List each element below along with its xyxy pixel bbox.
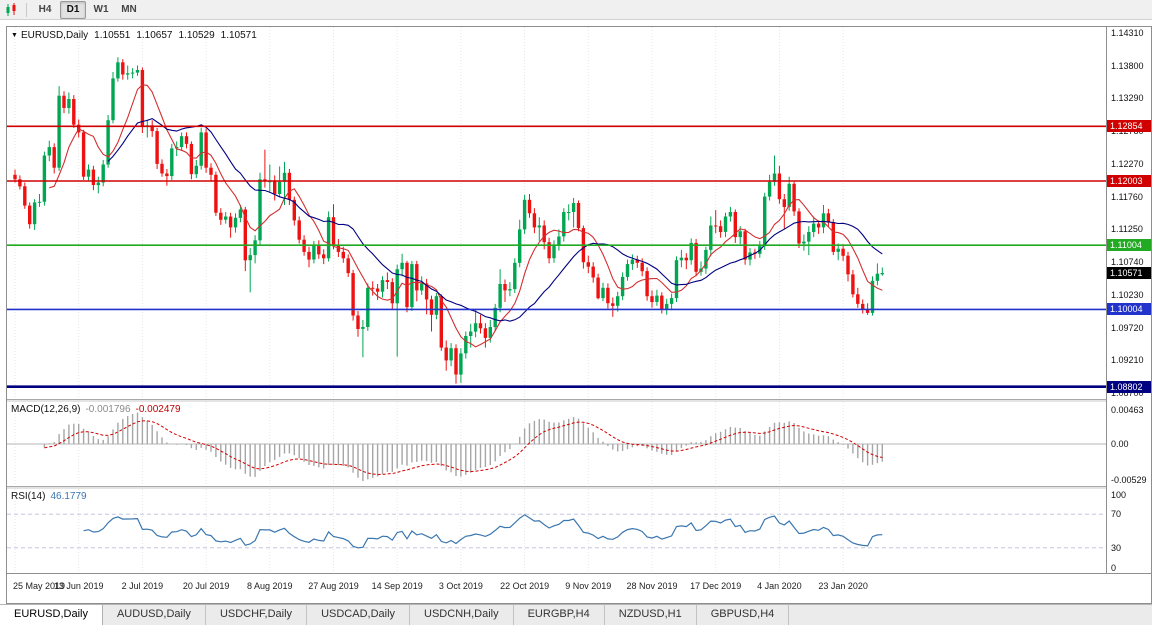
main-chart-panel[interactable]: ▼ EURUSD,Daily 1.10551 1.10657 1.10529 1.1057… <box>7 27 1106 399</box>
rsi-scale-0: 0 <box>1111 563 1117 573</box>
price-tick-label: 1.08700 <box>1111 388 1144 399</box>
price-level-badge: 1.10004 <box>1107 303 1151 316</box>
time-axis-label: 27 Aug 2019 <box>308 581 359 591</box>
time-axis-label: 13 Jun 2019 <box>53 581 104 591</box>
macd-canvas[interactable] <box>7 402 1106 486</box>
price-level-badge: 1.12854 <box>1107 120 1151 133</box>
time-axis-label: 3 Oct 2019 <box>438 581 483 591</box>
tab-eurusd-daily[interactable]: EURUSD,Daily <box>0 605 103 625</box>
rsi-label: RSI(14) 46.1779 <box>11 491 87 502</box>
price-tick-label: 1.10740 <box>1111 257 1144 268</box>
price-level-badge: 1.11004 <box>1107 239 1151 252</box>
timeframe-button-h4[interactable]: H4 <box>38 3 52 15</box>
time-axis-label: 25 May 2019 <box>12 581 66 591</box>
price-tick-label: 1.14310 <box>1111 28 1144 38</box>
toolbar-separator <box>26 2 27 17</box>
chart-tabs-bar: EURUSD,Daily AUDUSD,Daily USDCHF,Daily USDC… <box>0 604 1152 625</box>
toolbar: H4 D1 W1 MN <box>0 0 1152 20</box>
rsi-scale-70: 70 <box>1111 509 1122 520</box>
rsi-scale-100: 100 <box>1111 490 1127 500</box>
tab-usdcnh-daily[interactable]: USDCNH,Daily <box>410 605 514 625</box>
rsi-scale-30: 30 <box>1111 542 1122 553</box>
ohlc-low: 1.10529 <box>178 30 215 41</box>
tab-gbpusd-h4[interactable]: GBPUSD,H4 <box>696 605 790 625</box>
chart-menu-icon[interactable]: ▼ <box>11 32 18 39</box>
macd-name: MACD(12,26,9) <box>11 404 81 415</box>
macd-label: MACD(12,26,9) -0.001796 -0.002479 <box>11 404 181 415</box>
price-axis[interactable]: 1.143101.138001.132901.127801.122701.117… <box>1106 27 1151 573</box>
price-tick-label: 1.09210 <box>1111 355 1144 366</box>
time-axis-label: 4 Jan 2020 <box>757 581 802 591</box>
timeframe-button-d1[interactable]: D1 <box>60 0 86 19</box>
chart-icon[interactable] <box>4 2 20 17</box>
tab-usdcad-daily[interactable]: USDCAD,Daily <box>307 605 411 625</box>
tab-audusd-daily[interactable]: AUDUSD,Daily <box>102 605 206 625</box>
ohlc-high: 1.10657 <box>136 30 173 41</box>
macd-scale-min: -0.00529 <box>1111 475 1147 485</box>
chart-window: ▼ EURUSD,Daily 1.10551 1.10657 1.10529 1.1057… <box>6 26 1152 604</box>
macd-value-main: -0.001796 <box>85 404 131 415</box>
price-tick-label: 1.10230 <box>1111 289 1144 300</box>
time-axis-label: 8 Aug 2019 <box>247 581 293 591</box>
price-tick-label: 1.11760 <box>1111 191 1143 202</box>
price-tick-label: 1.09720 <box>1111 322 1144 333</box>
rsi-value: 46.1779 <box>50 491 87 502</box>
time-axis-label: 9 Nov 2019 <box>565 581 612 591</box>
time-axis-label: 2 Jul 2019 <box>121 581 164 591</box>
macd-value-signal: -0.002479 <box>135 404 181 415</box>
panel-splitter[interactable] <box>7 399 1151 402</box>
timeframe-button-mn[interactable]: MN <box>121 3 137 15</box>
panel-splitter[interactable] <box>7 486 1151 489</box>
time-axis[interactable]: 25 May 2019 13 Jun 2019 2 Jul 2019 20 Jul 2… <box>7 573 1151 603</box>
time-axis-label: 17 Dec 2019 <box>690 581 742 591</box>
time-axis-label: 20 Jul 2019 <box>182 581 230 591</box>
chart-symbol-period: EURUSD,Daily <box>20 30 89 41</box>
time-axis-label: 23 Jan 2020 <box>818 581 868 591</box>
rsi-name: RSI(14) <box>11 491 46 502</box>
price-level-badge: 1.12003 <box>1107 175 1151 187</box>
candlestick-canvas[interactable] <box>7 27 1106 399</box>
current-price-badge: 1.10571 <box>1107 267 1151 279</box>
price-level-badge: 1.08802 <box>1107 380 1151 393</box>
rsi-canvas[interactable] <box>7 489 1106 573</box>
tab-usdchf-daily[interactable]: USDCHF,Daily <box>205 605 308 625</box>
time-axis-label: 28 Nov 2019 <box>626 581 678 591</box>
price-tick-label: 1.13290 <box>1111 93 1144 104</box>
price-tick-label: 1.13800 <box>1111 60 1144 71</box>
tab-nzdusd-h1[interactable]: NZDUSD,H1 <box>604 605 697 625</box>
time-axis-label: 22 Oct 2019 <box>500 581 550 591</box>
timeframe-buttons: H4 D1 W1 MN <box>32 0 144 19</box>
chart-header: ▼ EURUSD,Daily 1.10551 1.10657 1.10529 1.1057… <box>11 30 257 41</box>
timeframe-button-w1[interactable]: W1 <box>93 3 109 15</box>
tab-eurgbp-h4[interactable]: EURGBP,H4 <box>513 605 605 625</box>
price-tick-label: 1.12270 <box>1111 158 1144 169</box>
price-tick-label: 1.11250 <box>1111 224 1143 235</box>
macd-scale-max: 0.00463 <box>1111 405 1144 415</box>
ohlc-open: 1.10551 <box>94 30 131 41</box>
macd-scale-zero: 0.00 <box>1111 439 1129 449</box>
macd-panel[interactable]: MACD(12,26,9) -0.001796 -0.002479 <box>7 402 1106 486</box>
rsi-panel[interactable]: RSI(14) 46.1779 <box>7 489 1106 573</box>
ohlc-close: 1.10571 <box>220 30 257 41</box>
time-axis-label: 14 Sep 2019 <box>371 581 423 591</box>
